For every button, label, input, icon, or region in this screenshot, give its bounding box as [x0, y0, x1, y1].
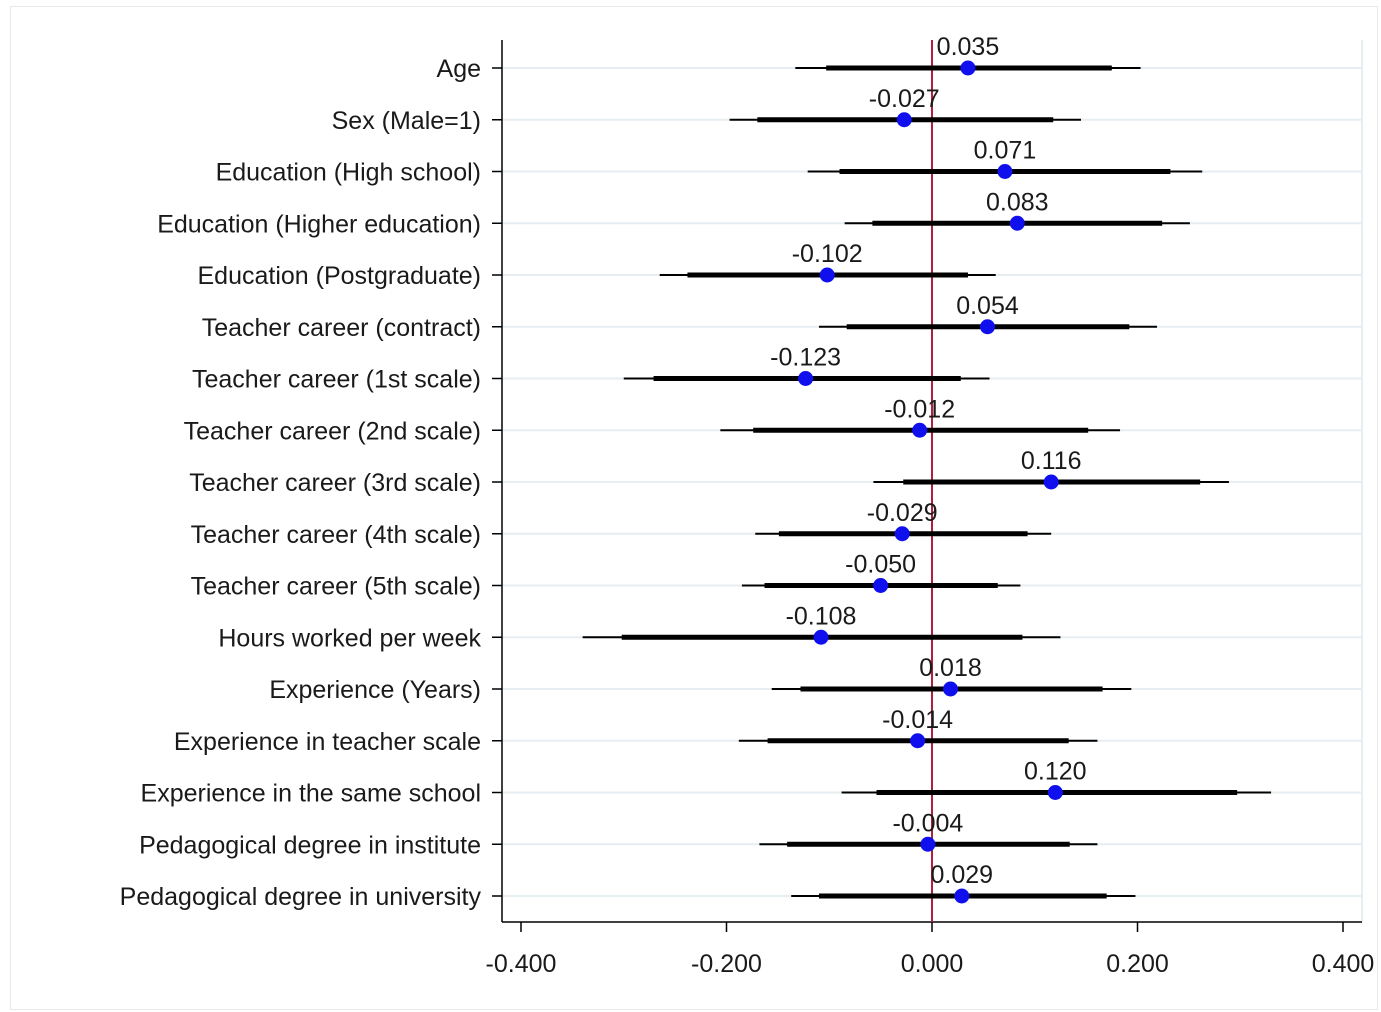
- point-estimate: [979, 319, 995, 335]
- data-label: -0.012: [884, 395, 955, 423]
- y-category-label: Teacher career (3rd scale): [189, 469, 481, 497]
- x-tick-label: 0.000: [901, 950, 964, 978]
- y-category-label: Teacher career (2nd scale): [184, 417, 481, 445]
- x-tick-label: 0.400: [1312, 950, 1375, 978]
- data-label: 0.029: [931, 861, 994, 889]
- y-category-label: Teacher career (4th scale): [191, 521, 481, 549]
- data-label: 0.071: [974, 137, 1037, 165]
- x-tick-label: 0.200: [1106, 950, 1169, 978]
- point-estimate: [942, 681, 958, 697]
- data-label: -0.050: [845, 551, 916, 579]
- x-tick-label: -0.200: [691, 950, 762, 978]
- data-label: 0.054: [956, 292, 1019, 320]
- data-label: -0.102: [792, 240, 863, 268]
- data-label: 0.035: [937, 33, 1000, 61]
- y-category-label: Age: [437, 55, 481, 83]
- point-estimate: [894, 526, 910, 542]
- point-estimate: [813, 629, 829, 645]
- point-estimate: [1009, 215, 1025, 231]
- point-estimate: [912, 422, 928, 438]
- data-label: 0.018: [919, 654, 982, 682]
- point-estimate: [960, 60, 976, 76]
- data-label: 0.120: [1024, 758, 1087, 786]
- y-category-label: Education (Higher education): [157, 210, 481, 238]
- point-estimate: [819, 267, 835, 283]
- y-category-label: Education (High school): [216, 159, 481, 187]
- y-category-label: Pedagogical degree in institute: [139, 831, 481, 859]
- data-label: -0.029: [867, 499, 938, 527]
- data-label: -0.014: [882, 706, 953, 734]
- point-estimate: [1043, 474, 1059, 490]
- y-category-label: Education (Postgraduate): [197, 262, 481, 290]
- y-category-label: Experience in teacher scale: [174, 728, 481, 756]
- point-estimate: [997, 164, 1013, 179]
- data-label: 0.083: [986, 188, 1049, 216]
- y-category-label: Teacher career (5th scale): [191, 573, 481, 601]
- point-estimate: [896, 112, 912, 128]
- y-category-label: Experience in the same school: [141, 780, 481, 808]
- y-category-label: Teacher career (1st scale): [192, 366, 481, 394]
- data-label: -0.123: [770, 344, 841, 372]
- y-category-label: Experience (Years): [269, 676, 481, 704]
- point-estimate: [954, 888, 970, 904]
- point-estimate: [920, 836, 936, 852]
- point-estimate: [873, 578, 889, 593]
- data-label: -0.027: [869, 85, 940, 113]
- x-tick-label: -0.400: [486, 950, 557, 978]
- data-label: -0.004: [892, 809, 963, 837]
- point-estimate: [798, 371, 814, 386]
- point-estimate: [1047, 785, 1063, 800]
- y-category-label: Pedagogical degree in university: [120, 883, 482, 911]
- y-category-label: Teacher career (contract): [202, 314, 481, 342]
- y-category-label: Hours worked per week: [218, 624, 481, 652]
- data-label: 0.116: [1021, 447, 1082, 475]
- data-label: -0.108: [786, 602, 857, 630]
- y-category-label: Sex (Male=1): [332, 107, 481, 135]
- point-estimate: [910, 733, 926, 749]
